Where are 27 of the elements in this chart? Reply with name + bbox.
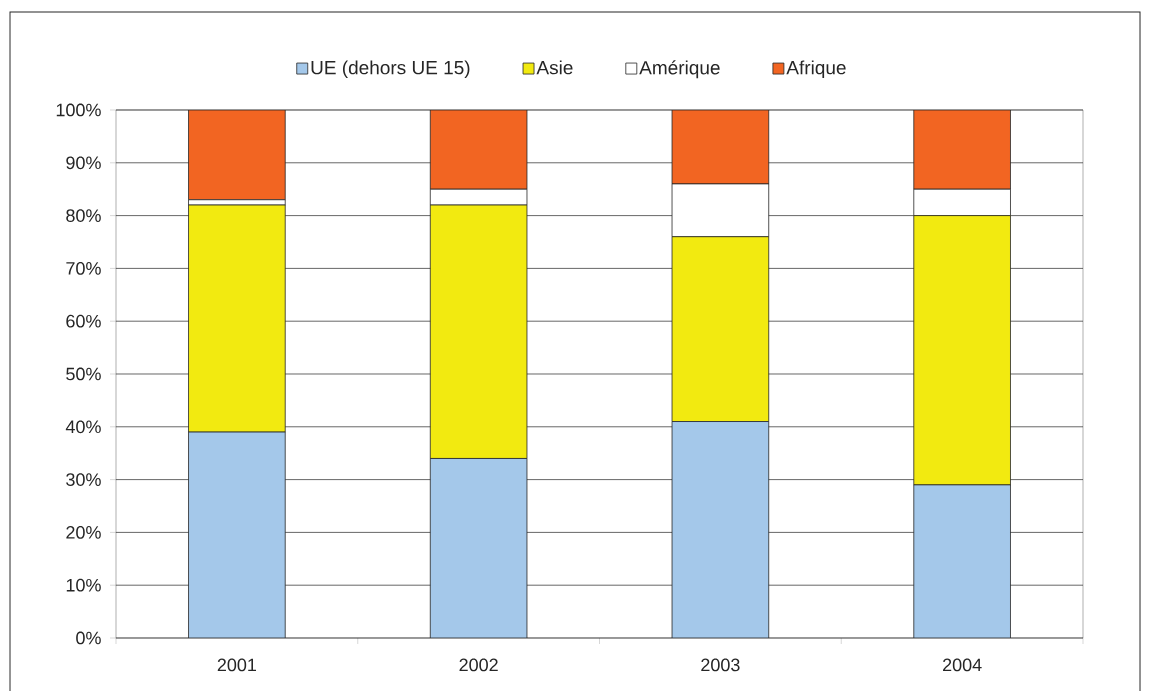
x-tick-label: 2004	[943, 658, 982, 672]
bar	[913, 484, 1011, 638]
y-tick-label: 30%	[66, 473, 101, 486]
bar	[671, 109, 770, 185]
bar	[429, 109, 528, 190]
y-tick-label: 90%	[66, 156, 101, 170]
bar	[671, 421, 770, 638]
bar	[913, 109, 1011, 190]
legend-label: UE (dehors UE 15)	[311, 60, 470, 79]
legend-label: Afrique	[786, 60, 846, 79]
legend-label: Amérique	[639, 60, 720, 79]
bar	[188, 109, 286, 201]
x-tick-label: 2003	[701, 658, 740, 672]
bar	[429, 458, 528, 638]
x-tick-label: 2002	[459, 658, 498, 672]
y-tick-label: 20%	[66, 526, 101, 539]
y-tick-label: 100%	[56, 103, 101, 117]
y-tick-label: 50%	[66, 367, 101, 381]
y-tick-label: 70%	[66, 262, 101, 275]
y-tick-label: 0%	[76, 631, 101, 645]
x-tick-label: 2001	[217, 658, 257, 672]
y-tick-label: 80%	[66, 209, 101, 222]
bar	[188, 431, 286, 638]
y-tick-label: 10%	[66, 578, 101, 592]
y-tick-label: 60%	[66, 314, 101, 328]
legend-label: Asie	[536, 60, 573, 75]
y-tick-label: 40%	[65, 420, 101, 434]
